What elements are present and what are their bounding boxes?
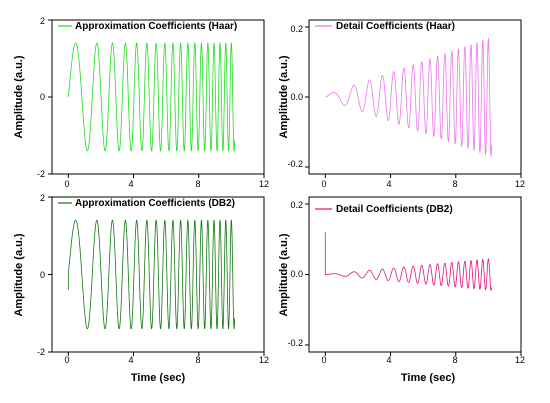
legend-detail-haar: Detail Coefficients (Haar) [336,21,455,32]
series-approx-db2 [48,196,265,356]
ytick-label: 0.0 [290,269,303,279]
ytick-label: 2 [40,193,45,203]
plot-frame-approx-db2 [51,196,265,353]
series-detail-db2 [305,203,522,356]
xtick-label: 8 [195,355,200,365]
ytick-label: -0.2 [287,159,303,169]
xtick-label: 0 [64,355,69,365]
series-line [67,219,236,330]
xtick-label: 4 [386,355,391,365]
xtick-label: 12 [259,179,269,189]
xtick-label: 0 [321,179,326,189]
series-line [67,42,236,152]
xtick-label: 12 [515,179,525,189]
xlabel-detail-db2: Time (sec) [401,372,456,384]
ytick-label: 0.2 [290,200,303,210]
series-line [324,232,493,291]
panel-detail-haar: Amplitude (a.u.) Detail Coefficients (Ha… [278,19,525,189]
ylabel-approx-haar: Amplitude (a.u.) [13,55,25,138]
xtick-label: 0 [64,179,69,189]
ytick-label: 0 [40,92,45,102]
plot-frame-detail-haar [308,19,522,175]
ytick-label: 2 [40,16,45,26]
ytick-label: 0 [40,270,45,280]
panel-approx-db2: Amplitude (a.u.) Approximation Coefficie… [13,193,269,384]
legend-approx-haar: Approximation Coefficients (Haar) [75,21,237,32]
panel-detail-db2: Amplitude (a.u.) Detail Coefficients (DB… [278,196,525,384]
legend-detail-db2: Detail Coefficients (DB2) [336,204,453,215]
xtick-label: 4 [128,355,133,365]
ylabel-approx-db2: Amplitude (a.u.) [13,233,25,316]
xtick-label: 0 [321,355,326,365]
plot-frame-approx-haar [51,19,265,175]
xtick-label: 8 [452,355,457,365]
xtick-label: 8 [452,179,457,189]
series-line [325,37,493,158]
ytick-label: 0.0 [290,92,303,102]
legend-approx-db2: Approximation Coefficients (DB2) [75,198,235,209]
xtick-label: 12 [515,355,525,365]
ytick-label: -0.2 [287,338,303,348]
ytick-label: -2 [37,347,45,357]
xtick-label: 4 [128,179,133,189]
ylabel-detail-db2: Amplitude (a.u.) [278,233,290,316]
series-approx-haar [48,19,265,178]
xtick-label: 12 [259,355,269,365]
plot-frame-detail-db2 [308,196,522,353]
xtick-label: 8 [195,179,200,189]
ylabel-detail-haar: Amplitude (a.u.) [278,55,290,138]
xtick-label: 4 [386,179,391,189]
xlabel-approx-db2: Time (sec) [131,372,186,384]
ytick-label: -2 [37,169,45,179]
ytick-label: 0.2 [290,24,303,34]
panel-approx-haar: Amplitude (a.u.) Approximation Coefficie… [13,16,269,189]
series-detail-haar [305,26,522,178]
